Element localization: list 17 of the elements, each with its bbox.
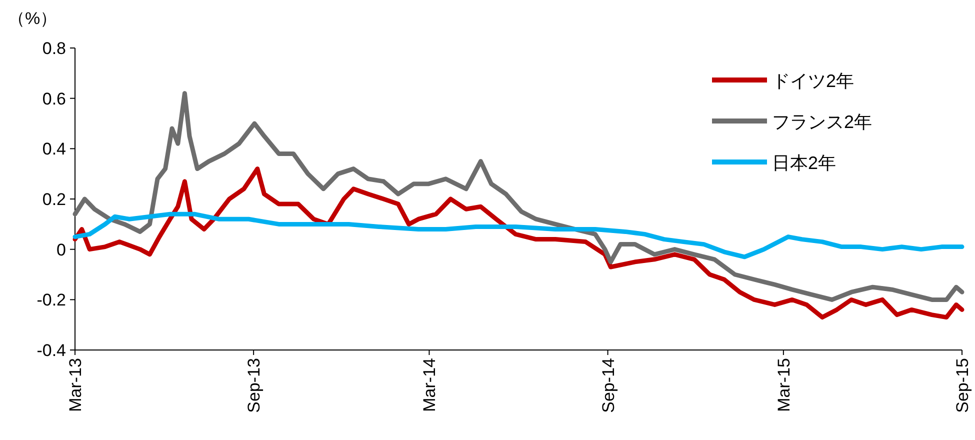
y-tick-label: 0.6	[42, 89, 66, 108]
y-tick-label: 0.8	[42, 39, 66, 58]
x-tick-label: Mar-14	[420, 358, 440, 412]
x-tick-label: Mar-15	[774, 358, 794, 412]
x-tick-label: Sep-15	[953, 358, 972, 413]
x-tick-label: Sep-14	[598, 358, 618, 413]
legend-label: ドイツ2年	[772, 71, 854, 91]
legend-label: フランス2年	[772, 112, 872, 132]
y-tick-label: -0.4	[36, 341, 66, 360]
y-axis-title: （%）	[8, 9, 58, 28]
x-tick-label: Mar-13	[66, 358, 85, 412]
y-tick-label: -0.2	[36, 290, 66, 310]
y-tick-label: 0.4	[42, 140, 66, 159]
y-tick-label: 0	[56, 240, 66, 260]
y-tick-label: 0.2	[42, 190, 66, 209]
legend-label: 日本2年	[772, 153, 836, 173]
x-tick-label: Sep-13	[244, 358, 264, 413]
